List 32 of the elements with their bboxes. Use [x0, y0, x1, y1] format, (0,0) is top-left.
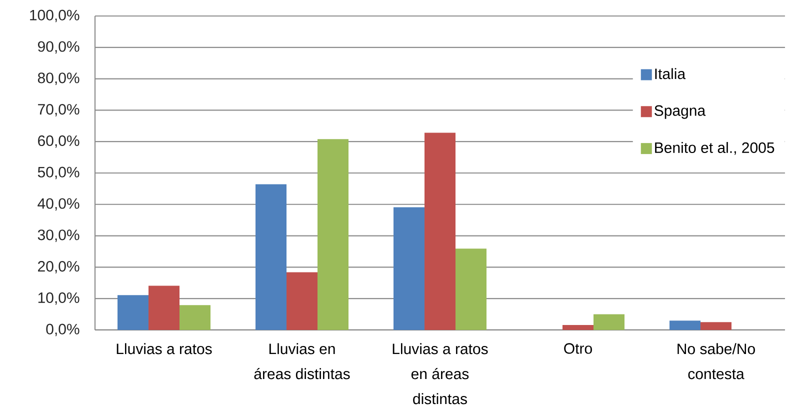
bar [148, 286, 180, 330]
y-tick-label: 20,0% [38, 260, 80, 274]
bar [594, 314, 624, 330]
y-tick-label: 80,0% [38, 72, 80, 85]
legend-label: Italia [655, 68, 686, 80]
x-tick-label: Lluvias a ratos en áreas distintas [392, 343, 488, 404]
y-tick-label: 90,0% [38, 41, 80, 54]
x-tick-label: No sabe/No contesta [678, 343, 755, 380]
bar [118, 295, 149, 330]
bar [669, 320, 700, 330]
y-tick-label: 60,0% [38, 135, 80, 148]
x-tick-label: Otro [564, 343, 592, 354]
bar [700, 322, 732, 330]
bar [256, 184, 287, 330]
bar [180, 305, 211, 330]
x-tick-label: Lluvias en áreas distintas [254, 343, 350, 380]
y-tick-label: 0,0% [46, 324, 80, 336]
y-tick-label: 40,0% [38, 198, 80, 211]
bar [562, 324, 594, 330]
x-tick-label: Lluvias a ratos [116, 343, 212, 354]
bar [318, 139, 349, 330]
bar [394, 207, 424, 330]
y-tick-label: 50,0% [38, 166, 80, 180]
legend-label: Spagna [654, 105, 706, 119]
y-tick-label: 10,0% [38, 292, 80, 305]
bar [286, 272, 318, 330]
bar [424, 132, 456, 330]
y-tick-label: 30,0% [38, 230, 80, 242]
y-tick-label: 100,0% [30, 10, 80, 22]
bar [456, 248, 486, 330]
y-tick-label: 70,0% [38, 104, 80, 116]
legend-label: Benito et al., 2005 [655, 142, 774, 155]
